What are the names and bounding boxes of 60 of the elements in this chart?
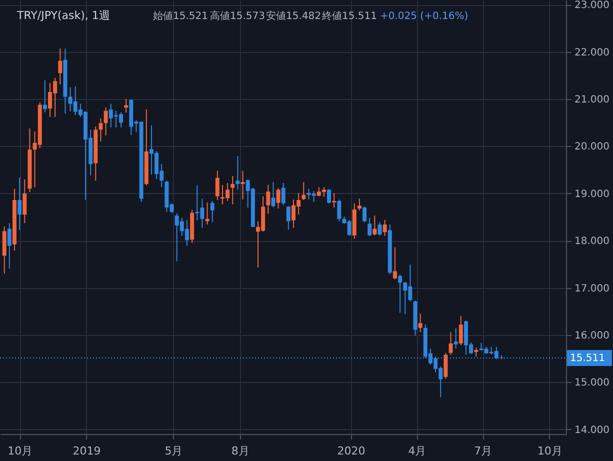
candlestick [327, 188, 332, 204]
candlestick [22, 178, 27, 224]
candlestick [398, 274, 402, 314]
candlestick [368, 217, 372, 236]
candlestick [104, 107, 108, 136]
candlestick [210, 200, 214, 223]
candlestick [418, 313, 422, 333]
candlestick [281, 182, 286, 206]
candlestick [392, 246, 397, 280]
candlestick [266, 184, 270, 214]
candlestick [337, 199, 342, 222]
candlestick [332, 192, 336, 208]
x-tick-label: 8月 [231, 444, 250, 458]
annotation: 安値15.482 [266, 10, 321, 22]
y-tick-label: 15.000 [574, 378, 610, 389]
candlestick [454, 328, 458, 350]
annotation: 終値15.511 [321, 10, 377, 22]
x-tick-label: 10月 [537, 444, 562, 458]
annotation: 高値15.573 [210, 10, 265, 22]
candlestick [236, 156, 240, 190]
candlestick [240, 170, 245, 200]
x-tick-label: 2019 [72, 444, 101, 458]
y-tick-label: 17.000 [574, 283, 610, 294]
candlestick [458, 316, 463, 346]
x-tick-label: 4月 [408, 444, 426, 458]
candlestick [18, 176, 22, 230]
candlestick [7, 222, 12, 269]
x-tick-label: 5月 [164, 444, 183, 458]
x-tick-label: 7月 [474, 444, 492, 458]
x-tick-label: 10月 [8, 444, 33, 458]
y-tick-label: 19.000 [574, 188, 610, 200]
x-tick-label: 2020 [337, 444, 366, 458]
y-tick-label: 23.000 [574, 0, 610, 12]
candlestick [444, 352, 448, 380]
annotation: 始値15.521 [153, 10, 208, 22]
y-tick-label: 22.000 [574, 47, 610, 58]
candlestick [58, 48, 62, 85]
y-tick-label: 21.000 [574, 94, 610, 106]
y-tick-label: 20.000 [574, 142, 610, 153]
text: TRY/JPY(ask), 1週 [16, 9, 110, 22]
candlestick [42, 80, 47, 113]
y-tick-label: 18.000 [574, 236, 610, 248]
annotation: +0.025 (+0.16%) [380, 11, 468, 22]
candlestick [124, 98, 128, 114]
candlestick [271, 182, 276, 208]
candlestick [362, 206, 367, 223]
candlestick [215, 170, 220, 201]
candlestick [448, 332, 453, 356]
y-tick-label: 14.000 [574, 424, 610, 436]
candlestick [230, 175, 235, 205]
candlestick [302, 182, 306, 201]
candlestick [382, 219, 387, 236]
candlestick [378, 222, 382, 236]
y-tick-label: 16.000 [574, 330, 610, 342]
candlestick [286, 206, 290, 230]
candlestick [98, 118, 103, 142]
ref-line-label: 15.511 [570, 353, 605, 364]
candlestick [372, 215, 377, 236]
candlestick [357, 198, 362, 211]
candlestick [276, 188, 280, 210]
